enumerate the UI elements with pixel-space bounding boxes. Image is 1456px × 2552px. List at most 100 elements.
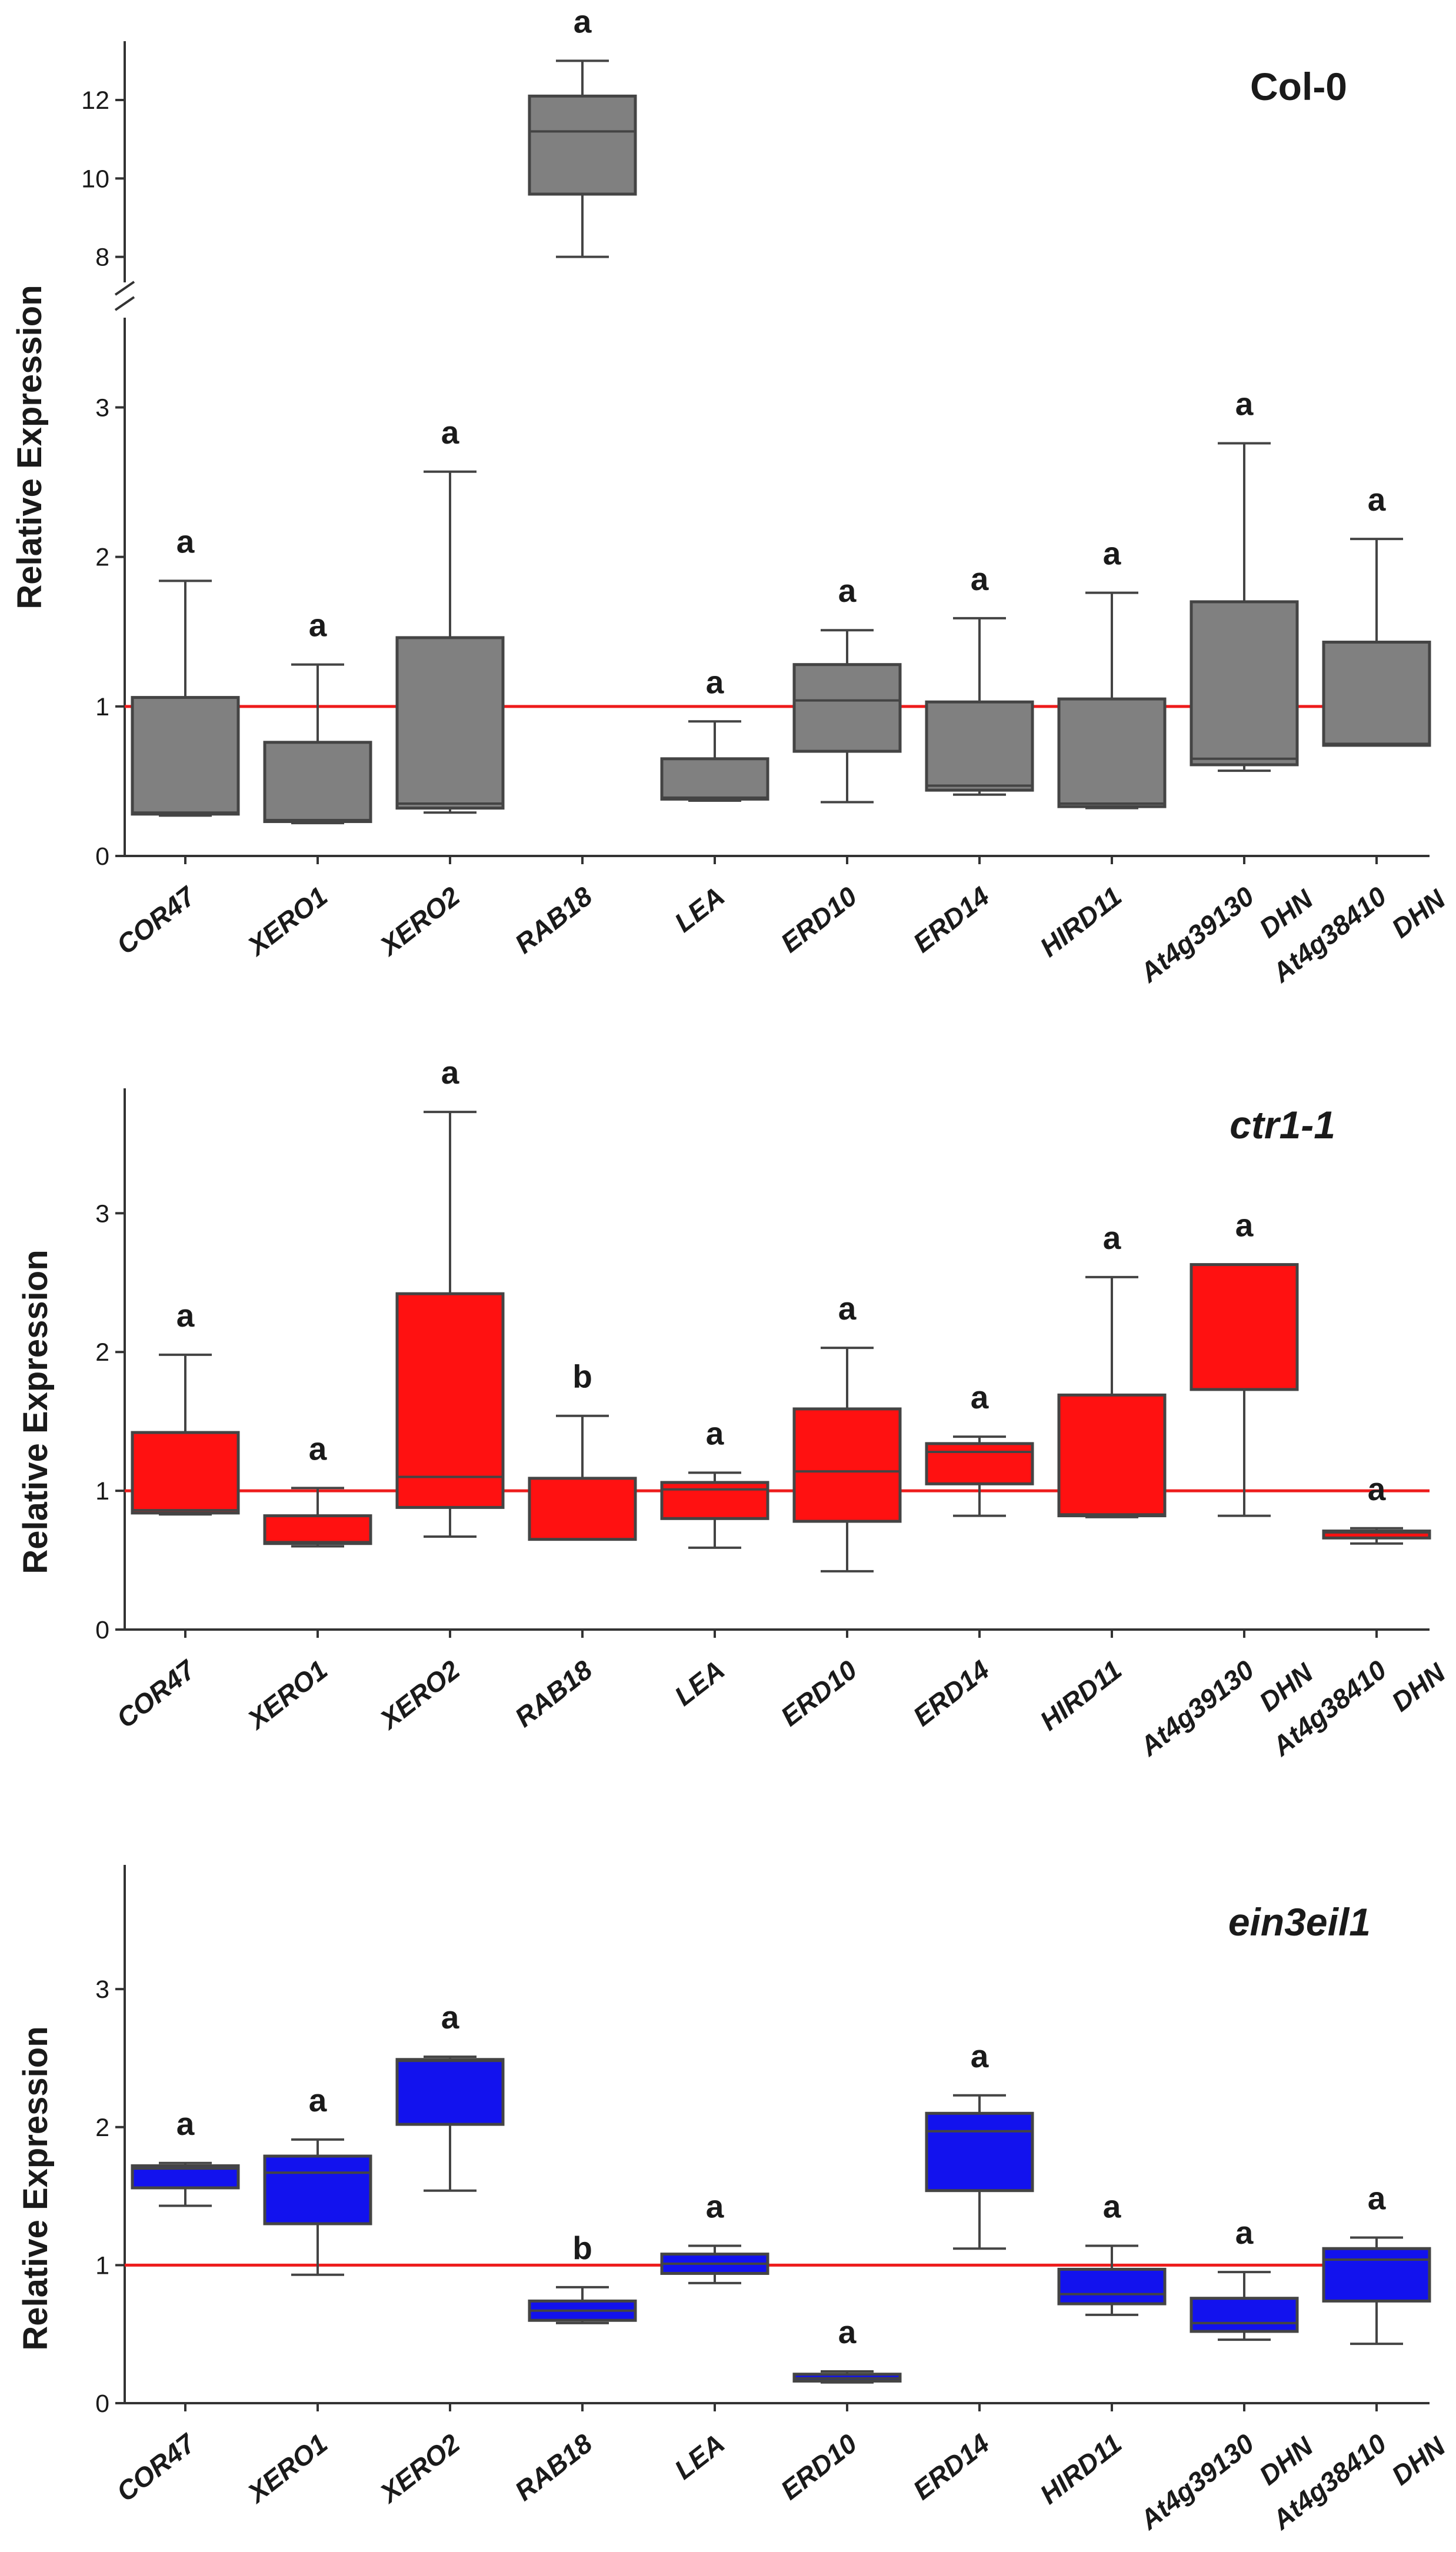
x-category-label: ERD10 (775, 2428, 862, 2506)
box-iqr (395, 2058, 505, 2126)
x-category-label: COR47 (111, 2427, 202, 2507)
y-tick-label: 2 (95, 1338, 109, 1367)
panel-2: 0 1 2 3 Relative Expression ctr1-1 a COR47 a XERO… (16, 1054, 1451, 1762)
box-xero2: a XERO2 (373, 1054, 505, 1736)
panel-title: ein3eil1 (1228, 1900, 1371, 1944)
y-tick-label: 10 (81, 165, 109, 193)
significance-letter: a (1103, 1220, 1121, 1256)
y-tick-label: 2 (95, 544, 109, 572)
significance-letter: a (1103, 535, 1121, 572)
panel-title: ctr1-1 (1230, 1103, 1335, 1147)
significance-letter: a (1368, 2180, 1386, 2216)
panel-3: 0 1 2 3 Relative Expression ein3eil1 a COR47 a XE… (16, 1865, 1451, 2536)
significance-letter: a (176, 523, 195, 559)
y-tick-label: 1 (95, 2251, 109, 2280)
box-erd14: a ERD14 (907, 1379, 1034, 1732)
x-category-label: HIRD11 (1034, 2428, 1127, 2510)
significance-letter: a (838, 572, 857, 609)
box-iqr (1057, 697, 1167, 808)
significance-letter: a (1368, 481, 1386, 518)
significance-letter: a (971, 2038, 989, 2074)
x-category-label: XERO2 (373, 2428, 466, 2510)
x-category-label: ERD10 (775, 881, 862, 959)
significance-letter: a (309, 607, 327, 644)
box-hird11: a HIRD11 (1034, 2188, 1167, 2510)
x-category-label: XERO1 (241, 1654, 333, 1736)
significance-letter: a (838, 1290, 857, 1327)
x-category-label: XERO2 (373, 881, 466, 962)
significance-letter: a (706, 1415, 724, 1451)
y-tick-label: 0 (95, 2390, 109, 2418)
x-category-label: COR47 (111, 1653, 202, 1734)
x-category-label: ERD14 (907, 2428, 995, 2506)
box-xero2: a XERO2 (373, 414, 505, 962)
y-tick-label: 12 (81, 86, 109, 115)
x-category-label: At4g39130 (1134, 1654, 1260, 1763)
box-iqr (792, 1407, 902, 1523)
axis-break-mark-2 (114, 296, 135, 311)
box-iqr (660, 1481, 769, 1520)
box-erd14: a ERD14 (907, 2038, 1034, 2506)
box-iqr (1190, 600, 1299, 767)
box-rab18: b RAB18 (509, 1358, 637, 1733)
significance-letter: a (706, 664, 724, 700)
y-tick-label: 1 (95, 1477, 109, 1505)
axis-break-mark-1 (114, 281, 135, 296)
box-iqr (1057, 2267, 1167, 2306)
x-category-label: At4g39130 (1134, 2428, 1260, 2536)
box-iqr (925, 1442, 1034, 1485)
box-iqr (131, 696, 240, 816)
significance-letter: b (572, 2230, 592, 2266)
y-axis-label: Relative Expression (11, 285, 49, 609)
y-tick-label: 0 (95, 842, 109, 871)
significance-letter: a (176, 2105, 195, 2142)
box-iqr (1322, 641, 1431, 747)
x-category-label-line2: DHN (1386, 1657, 1451, 1717)
y-tick-label: 3 (95, 1975, 109, 2004)
y-axis-label: Relative Expression (16, 1250, 55, 1574)
x-category-label: XERO1 (241, 2428, 333, 2510)
box-rab18: b RAB18 (509, 2230, 637, 2507)
x-category-label: HIRD11 (1034, 1654, 1127, 1737)
x-category-label: XERO2 (373, 1654, 466, 1736)
box-erd10: a ERD10 (775, 2314, 902, 2506)
box-erd10: a ERD10 (775, 1290, 902, 1732)
significance-letter: a (1235, 2214, 1254, 2251)
box-xero2: a XERO2 (373, 1999, 505, 2510)
box-iqr (925, 700, 1034, 792)
y-tick-label: 1 (95, 693, 109, 721)
significance-letter: a (1235, 386, 1254, 422)
significance-letter: a (1103, 2188, 1121, 2225)
x-category-label-line2: DHN (1386, 2430, 1451, 2491)
box-iqr (660, 757, 769, 801)
box-erd14: a ERD14 (907, 561, 1034, 958)
box-iqr (925, 2111, 1034, 2193)
x-category-label: COR47 (111, 879, 202, 960)
x-category-label: XERO1 (241, 881, 333, 962)
box-iqr (263, 2154, 372, 2225)
y-tick-label: 0 (95, 1616, 109, 1644)
significance-letter: a (309, 2082, 327, 2118)
significance-letter: a (441, 1054, 459, 1091)
x-category-label: RAB18 (509, 1654, 598, 1733)
box-iqr (395, 636, 505, 810)
x-category-label: LEA (669, 2428, 731, 2486)
y-axis-label: Relative Expression (16, 2026, 55, 2350)
box-cor47: a COR47 (111, 1297, 240, 1734)
box-iqr (528, 94, 637, 196)
x-category-label: ERD14 (907, 881, 995, 958)
significance-letter: b (572, 1358, 592, 1395)
box-iqr (792, 663, 902, 753)
y-tick-label: 8 (95, 244, 109, 272)
x-category-label: LEA (669, 881, 731, 938)
significance-letter: a (1235, 1207, 1254, 1244)
x-category-label: LEA (669, 1654, 731, 1712)
significance-letter: a (706, 2188, 724, 2225)
x-category-label: ERD14 (907, 1654, 995, 1732)
box-iqr (263, 1514, 372, 1545)
significance-letter: a (441, 1999, 459, 2035)
